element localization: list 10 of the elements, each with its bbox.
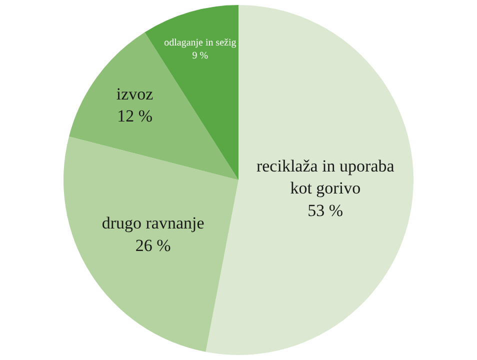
- slice-label: drugo ravnanje: [102, 214, 204, 233]
- data-label: 12 %: [117, 106, 153, 126]
- pie-slice: [69, 32, 238, 180]
- data-label: 53 %: [308, 200, 344, 220]
- slice-label: odlaganje in sežig: [164, 37, 236, 48]
- data-label: 26 %: [135, 236, 171, 255]
- slice-label: izvoz: [116, 84, 154, 104]
- slice-label: reciklaža in uporaba kot gorivo: [256, 156, 395, 198]
- pie-slice: [64, 136, 238, 352]
- data-label: 9 %: [192, 50, 208, 62]
